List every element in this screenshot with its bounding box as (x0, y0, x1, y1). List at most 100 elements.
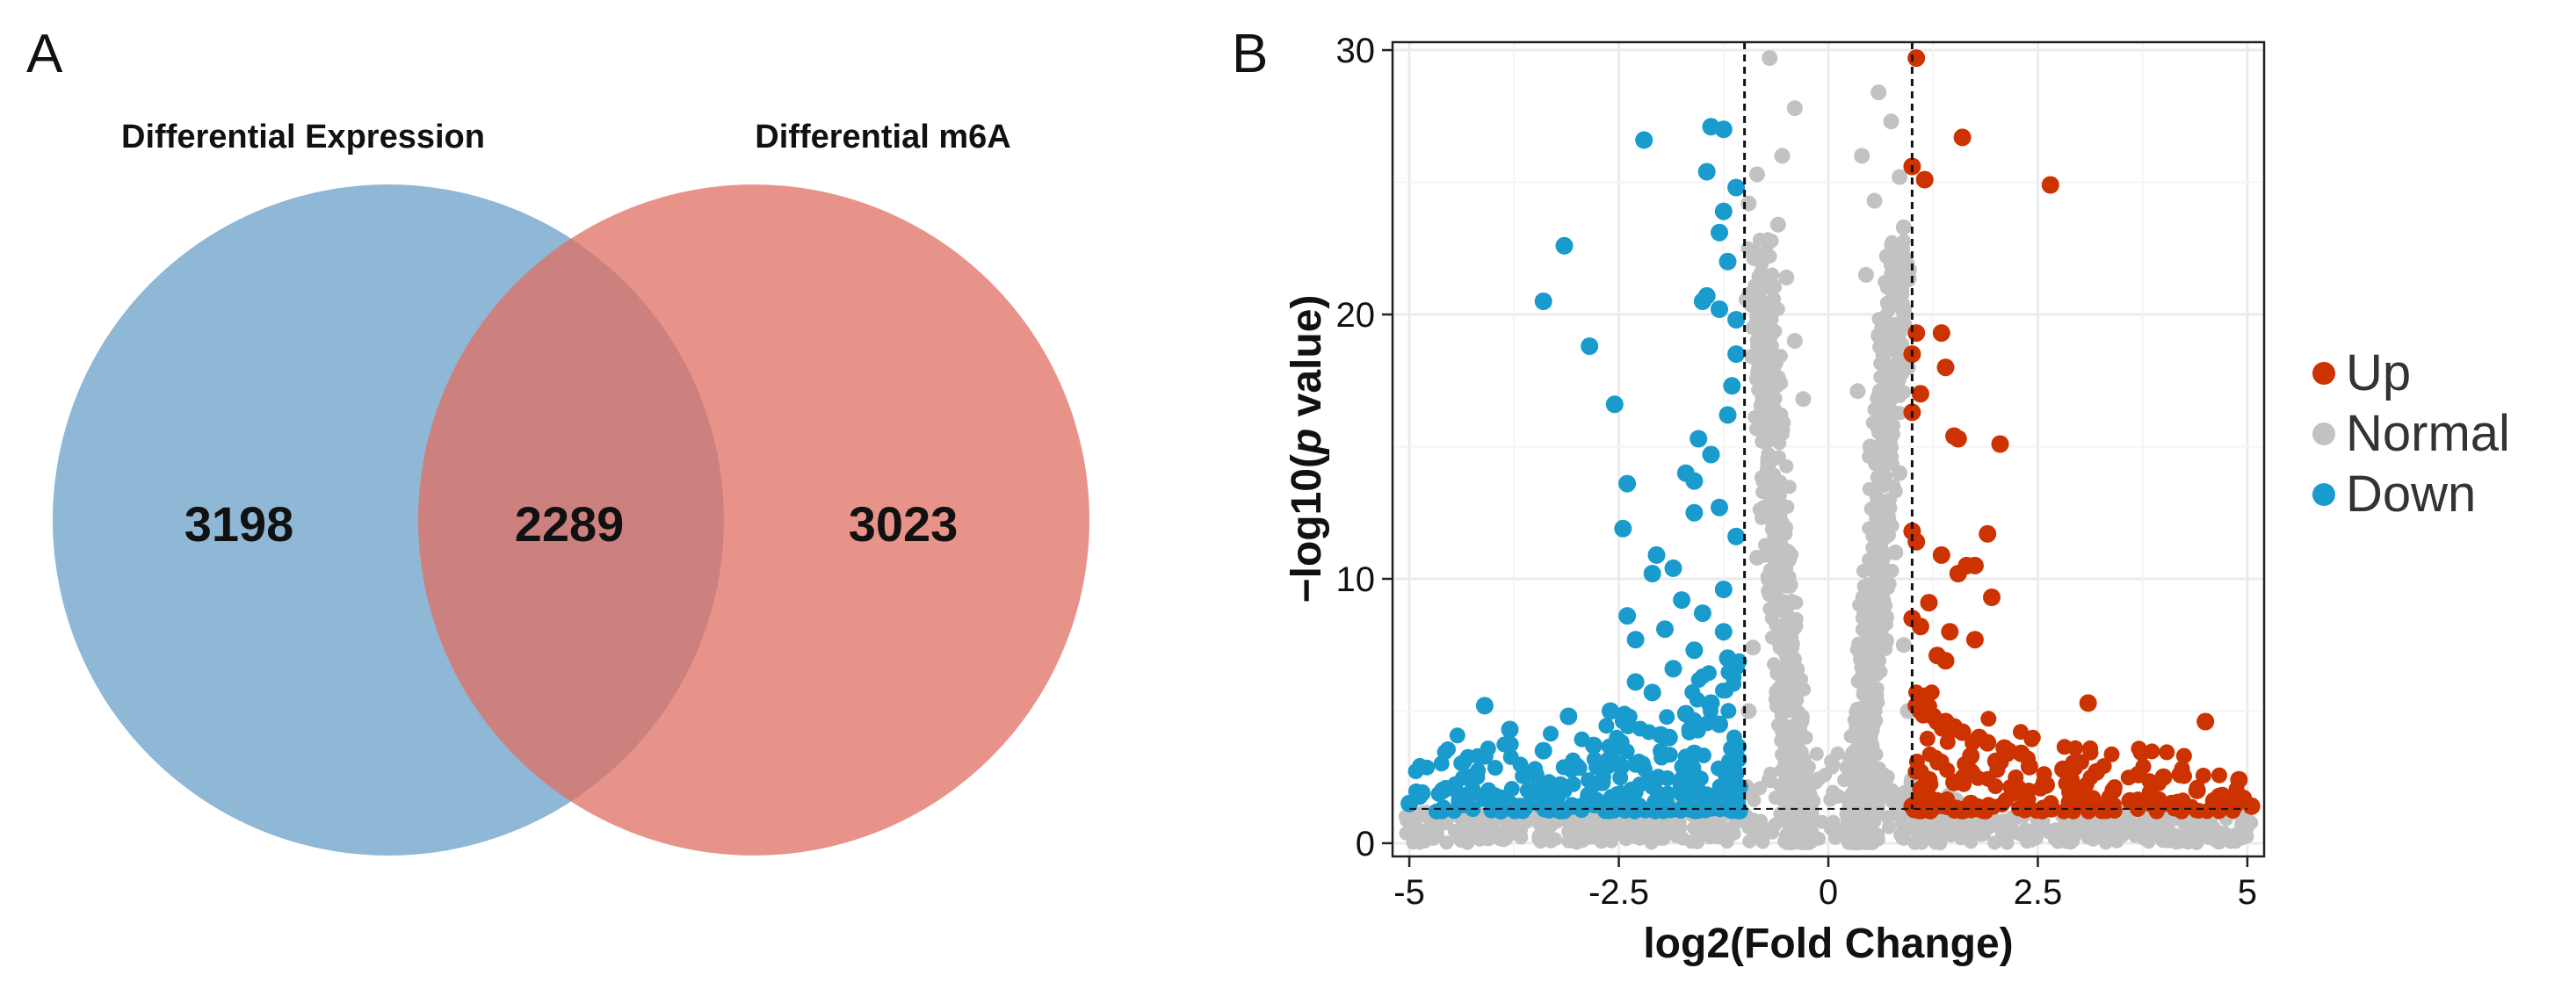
venn-count-intersection: 2289 (515, 496, 625, 552)
data-point (1906, 802, 1922, 819)
data-point (1647, 545, 1666, 564)
data-point (1685, 641, 1704, 660)
data-point (1695, 748, 1711, 763)
data-point (1613, 759, 1630, 776)
data-point (1834, 827, 1849, 842)
data-point (1865, 415, 1880, 430)
data-point (1643, 683, 1661, 702)
x-axis-ticks: -5 -2.5 0 2.5 5 (1393, 856, 2257, 912)
data-point (1875, 434, 1890, 449)
data-point (1859, 579, 1874, 594)
data-point (1797, 752, 1812, 767)
data-point (1598, 718, 1615, 734)
data-point (1771, 450, 1786, 465)
data-point (1607, 795, 1624, 812)
data-point (1831, 789, 1846, 804)
data-point (1932, 324, 1950, 343)
data-point (1455, 769, 1472, 786)
data-point (1767, 567, 1782, 581)
data-point (1708, 798, 1725, 815)
data-point (1867, 564, 1881, 579)
data-point (1668, 821, 1683, 836)
data-point (1451, 790, 1468, 806)
data-point (1754, 470, 1769, 485)
data-point (1470, 762, 1487, 779)
data-point (2004, 780, 2021, 797)
data-point (1716, 820, 1731, 834)
data-point (1453, 755, 1470, 771)
data-point (1674, 758, 1690, 775)
data-point (1965, 734, 1981, 751)
data-point (1856, 732, 1871, 747)
data-point (1759, 244, 1774, 259)
data-point (1887, 369, 1902, 384)
y-tick-label: 30 (1336, 32, 1376, 70)
data-point (1881, 380, 1896, 394)
data-point (1435, 799, 1451, 816)
data-point (2175, 748, 2192, 764)
data-point (1920, 784, 1936, 801)
data-point (1884, 321, 1899, 335)
data-point (2091, 820, 2106, 834)
data-point (1964, 834, 1979, 849)
data-point (1460, 835, 1475, 850)
data-point (1646, 776, 1662, 792)
data-point (1980, 798, 1997, 815)
data-point (1857, 266, 1874, 283)
data-point (1531, 831, 1546, 846)
data-point (1727, 178, 1746, 197)
data-point (1449, 727, 1465, 744)
data-point (1693, 604, 1711, 623)
data-point (1763, 281, 1778, 296)
data-point (1765, 390, 1780, 405)
data-point (1655, 817, 1670, 832)
data-point (1878, 598, 1893, 613)
data-point (1873, 790, 1888, 805)
data-point (1514, 822, 1528, 837)
data-point (1904, 820, 1919, 835)
data-point (1897, 832, 1911, 846)
data-point (1887, 296, 1904, 312)
data-point (1955, 769, 1972, 785)
data-point (1886, 479, 1901, 494)
data-point (2106, 779, 2123, 796)
data-point (1885, 563, 1899, 578)
data-point (1711, 498, 1728, 516)
legend-normal-marker (2312, 423, 2335, 445)
data-point (1440, 741, 1456, 757)
data-point (1697, 163, 1716, 181)
data-point (1747, 409, 1762, 424)
data-point (1726, 826, 1741, 841)
venn-circle-right (418, 184, 1089, 856)
data-point (1714, 623, 1733, 641)
data-point (1882, 528, 1896, 543)
data-point (1769, 370, 1786, 386)
data-point (2211, 825, 2226, 840)
data-point (1798, 730, 1813, 745)
data-point (2094, 803, 2110, 820)
data-point (1543, 726, 1559, 742)
data-point (1869, 496, 1884, 511)
y-axis-ticks: 0 10 20 30 (1336, 32, 1393, 863)
data-point (1618, 474, 1637, 493)
data-point (1632, 720, 1648, 737)
data-point (1684, 684, 1701, 700)
data-point (1719, 252, 1737, 271)
data-point (1749, 338, 1764, 353)
data-point (1425, 821, 1440, 836)
data-point (1927, 818, 1942, 833)
data-point (2190, 803, 2207, 819)
data-point (1949, 565, 1967, 582)
data-point (1617, 827, 1631, 841)
data-point (1769, 216, 1786, 233)
data-point (1565, 776, 1581, 792)
data-point (1871, 553, 1886, 567)
data-point (1727, 345, 1746, 364)
data-point (2176, 768, 2192, 784)
venn-count-right: 3023 (849, 496, 959, 552)
data-point (1873, 619, 1888, 634)
data-point (1779, 605, 1794, 620)
data-point (2036, 766, 2052, 783)
